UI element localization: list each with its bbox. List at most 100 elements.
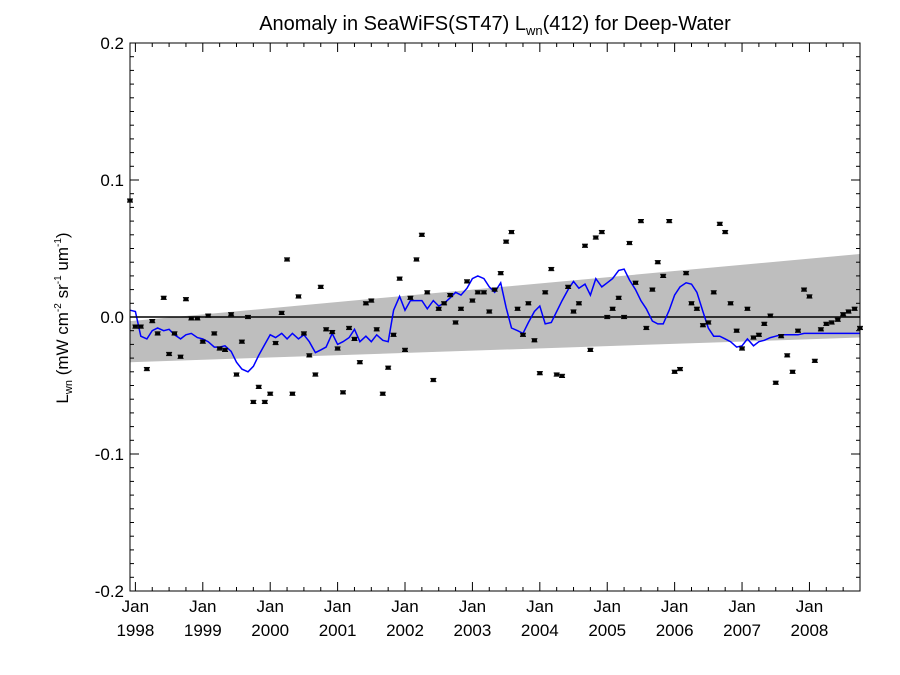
point-marker bbox=[492, 288, 498, 291]
y-tick-label: -0.1 bbox=[95, 445, 124, 464]
point-marker bbox=[599, 230, 605, 234]
data-point bbox=[604, 314, 611, 320]
point-marker bbox=[683, 271, 689, 275]
data-point bbox=[716, 221, 723, 226]
point-marker bbox=[688, 302, 694, 305]
point-marker bbox=[677, 367, 683, 371]
point-marker bbox=[801, 288, 807, 291]
data-point bbox=[649, 287, 656, 292]
x-tick-label-year: 2002 bbox=[386, 621, 424, 640]
data-point bbox=[794, 328, 801, 333]
data-point bbox=[592, 235, 599, 240]
data-point bbox=[806, 294, 813, 299]
point-marker bbox=[694, 307, 700, 311]
point-marker bbox=[239, 340, 245, 343]
data-point bbox=[643, 325, 650, 331]
data-point bbox=[430, 377, 437, 383]
data-point bbox=[233, 372, 240, 377]
point-marker bbox=[626, 241, 632, 245]
point-marker bbox=[840, 312, 846, 316]
point-marker bbox=[717, 222, 723, 226]
data-point bbox=[840, 312, 847, 317]
y-axis-ticks: 0.2 0.1 0.0 -0.1 -0.2 bbox=[95, 34, 860, 601]
point-marker bbox=[666, 219, 672, 223]
point-marker bbox=[279, 311, 285, 315]
data-point bbox=[688, 301, 695, 306]
point-marker bbox=[486, 310, 492, 313]
data-point bbox=[464, 279, 471, 284]
data-point bbox=[727, 301, 734, 306]
point-marker bbox=[273, 341, 279, 345]
point-marker bbox=[503, 240, 509, 243]
point-marker bbox=[250, 400, 256, 404]
point-marker bbox=[509, 230, 515, 234]
x-tick-label-year: 2008 bbox=[791, 621, 829, 640]
point-marker bbox=[329, 330, 335, 334]
x-tick-label-month: Jan bbox=[122, 597, 149, 616]
point-marker bbox=[228, 312, 234, 316]
data-point bbox=[261, 399, 268, 405]
point-marker bbox=[655, 260, 661, 264]
point-marker bbox=[413, 258, 419, 261]
x-tick-label-month: Jan bbox=[526, 597, 553, 616]
point-marker bbox=[453, 321, 459, 324]
data-point bbox=[486, 309, 493, 314]
data-point bbox=[244, 314, 251, 320]
data-point bbox=[519, 332, 526, 337]
point-marker bbox=[481, 291, 487, 294]
point-marker bbox=[773, 381, 779, 385]
point-marker bbox=[761, 322, 767, 326]
point-marker bbox=[296, 295, 302, 298]
monthly-anomaly-points bbox=[127, 198, 863, 405]
point-marker bbox=[649, 288, 655, 291]
x-tick-label-year: 2000 bbox=[251, 621, 289, 640]
data-point bbox=[346, 325, 353, 331]
point-marker bbox=[739, 347, 745, 350]
data-point bbox=[272, 340, 279, 346]
data-point bbox=[671, 369, 678, 374]
point-marker bbox=[149, 319, 155, 323]
data-point bbox=[666, 219, 673, 224]
data-point bbox=[693, 306, 700, 311]
point-marker bbox=[335, 347, 341, 350]
point-marker bbox=[178, 355, 184, 359]
point-marker bbox=[571, 310, 577, 313]
data-point bbox=[205, 313, 212, 318]
data-point bbox=[177, 354, 184, 359]
data-point bbox=[306, 353, 313, 358]
data-point bbox=[402, 347, 409, 352]
point-marker bbox=[498, 271, 504, 275]
point-marker bbox=[374, 328, 380, 331]
point-marker bbox=[424, 291, 430, 294]
point-marker bbox=[633, 281, 639, 285]
data-point bbox=[587, 347, 594, 352]
point-marker bbox=[402, 348, 408, 352]
data-point bbox=[626, 240, 633, 246]
y-tick-label: -0.2 bbox=[95, 582, 124, 601]
x-tick-label-month: Jan bbox=[796, 597, 823, 616]
point-marker bbox=[475, 291, 481, 294]
point-marker bbox=[262, 400, 268, 404]
point-marker bbox=[357, 360, 363, 364]
x-tick-label-month: Jan bbox=[459, 597, 486, 616]
point-marker bbox=[728, 302, 734, 305]
point-marker bbox=[593, 236, 599, 239]
data-point bbox=[143, 366, 150, 372]
point-marker bbox=[234, 373, 240, 376]
data-point bbox=[373, 327, 380, 332]
point-marker bbox=[610, 307, 616, 311]
data-point bbox=[228, 312, 235, 317]
x-tick-label-year: 1998 bbox=[116, 621, 154, 640]
point-marker bbox=[767, 314, 773, 317]
data-point bbox=[222, 347, 229, 352]
data-point bbox=[435, 306, 442, 311]
point-marker bbox=[672, 370, 678, 374]
data-point bbox=[750, 335, 757, 340]
data-point bbox=[817, 327, 824, 332]
data-point bbox=[323, 327, 330, 332]
point-marker bbox=[205, 314, 211, 317]
data-point bbox=[548, 266, 555, 272]
data-point bbox=[480, 290, 487, 295]
data-point bbox=[609, 306, 616, 311]
point-marker bbox=[267, 392, 273, 396]
